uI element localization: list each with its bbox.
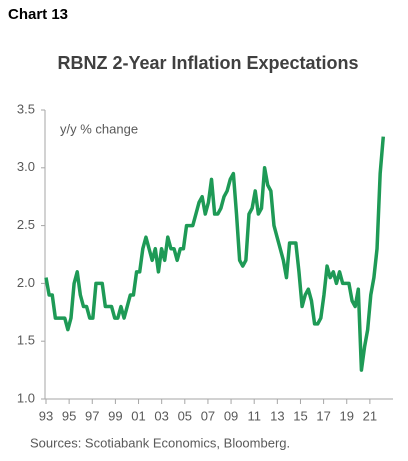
x-tick-label: 15: [293, 408, 307, 423]
x-tick-label: 99: [108, 408, 122, 423]
x-tick-label: 01: [131, 408, 145, 423]
y-tick-label: 2.5: [17, 217, 35, 232]
line-series: [44, 136, 386, 372]
x-tick-label: 11: [247, 408, 261, 423]
x-tick-label: 21: [363, 408, 377, 423]
y-tick-label: 1.5: [17, 333, 35, 348]
x-tick-label: 05: [178, 408, 192, 423]
source: Sources: Scotiabank Economics, Bloomberg…: [30, 435, 290, 450]
x-tick-label: 13: [270, 408, 284, 423]
x-tick-label: 93: [39, 408, 53, 423]
y-tick-label: 1.0: [17, 390, 35, 405]
x-tick-label: 09: [224, 408, 238, 423]
chart-number: Chart 13: [8, 6, 68, 23]
x-tick-label: 97: [85, 408, 99, 423]
annotation: y/y % change: [60, 121, 138, 136]
y-tick-label: 3.0: [17, 159, 35, 174]
x-tick-label: 07: [201, 408, 215, 423]
chart-title: RBNZ 2-Year Inflation Expectations: [57, 53, 358, 73]
y-tick-label: 2.0: [17, 275, 35, 290]
x-tick-label: 19: [339, 408, 353, 423]
x-tick-label: 95: [62, 408, 76, 423]
y-tick-label: 3.5: [17, 101, 35, 116]
x-tick-label: 03: [154, 408, 168, 423]
x-tick-label: 17: [316, 408, 330, 423]
